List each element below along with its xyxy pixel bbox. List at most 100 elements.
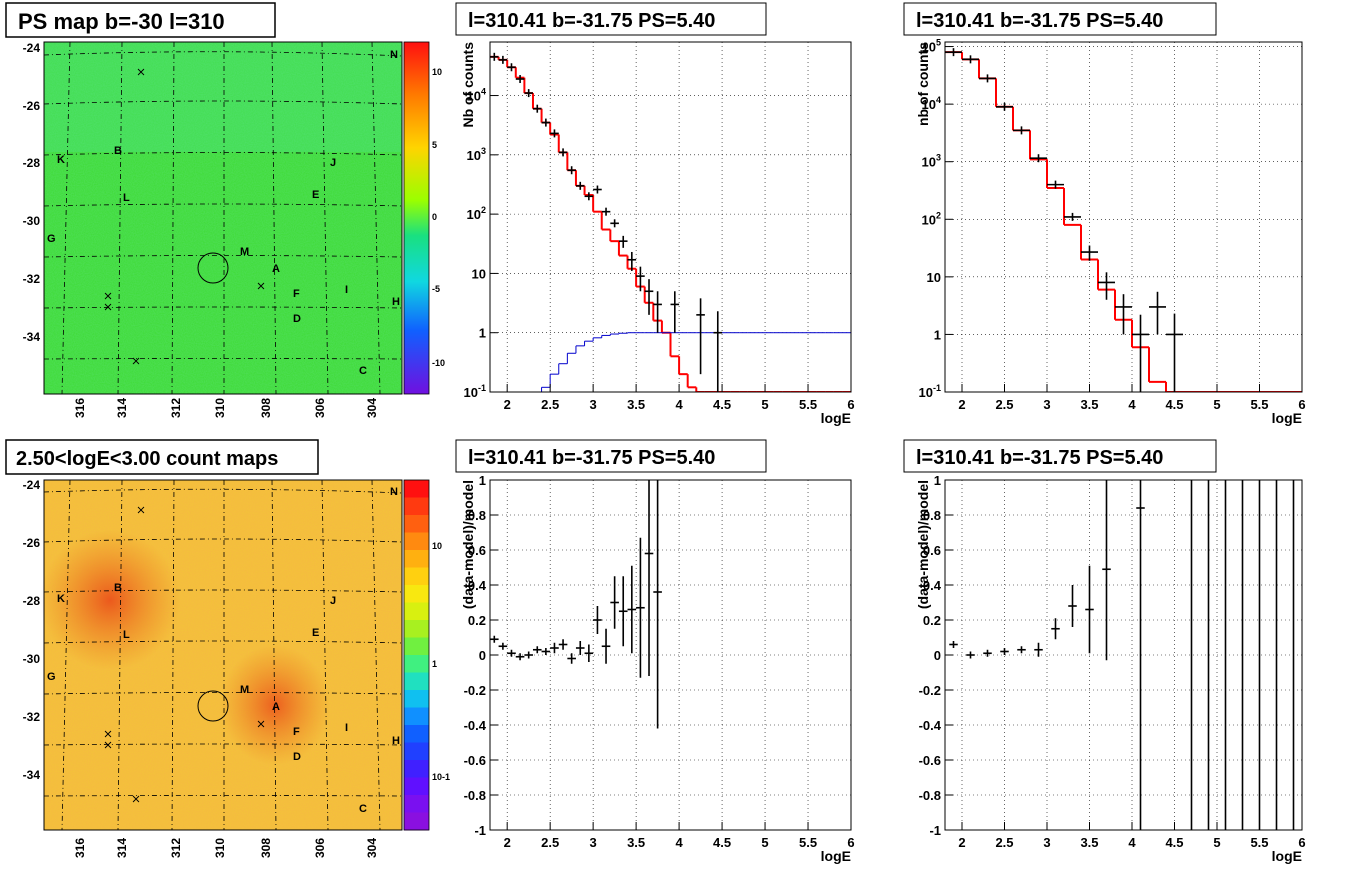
residual-point	[490, 635, 499, 643]
map-y-tick: -26	[23, 99, 41, 113]
data-point	[1166, 313, 1183, 392]
y-axis-label: Nb of counts	[460, 42, 476, 128]
x-tick-label: 3.5	[627, 397, 645, 412]
colorbar-bin	[404, 480, 429, 498]
source-label: I	[345, 284, 348, 296]
count-map-selected-source-circle[interactable]	[197, 690, 229, 722]
y-tick-label: 0.4	[468, 578, 487, 593]
ps-map-noise	[44, 42, 402, 394]
map-y-tick: -28	[23, 594, 41, 608]
ps-map-source-labels: N K B J L E G M A F I H D C	[47, 49, 400, 377]
y-tick-label: 0.2	[923, 613, 941, 628]
source-label: K	[57, 154, 65, 166]
colorbar-bin	[404, 760, 429, 778]
data-point	[1047, 180, 1064, 189]
y-tick-label: 1	[479, 326, 486, 341]
residual-1-title: l=310.41 b=-31.75 PS=5.40	[468, 447, 715, 469]
data-point	[610, 219, 619, 228]
x-tick-label: 4.5	[1165, 397, 1183, 412]
data-point	[490, 52, 499, 61]
map-x-tick: 304	[365, 398, 379, 418]
y-tick-label: -0.2	[464, 683, 486, 698]
colorbar-bin	[404, 585, 429, 603]
y-tick-label: 105	[922, 38, 941, 55]
x-tick-label: 3	[1043, 397, 1050, 412]
ps-colorbar-ticks: 10 5 0 -5 -10	[432, 67, 445, 368]
spectrum-1-title: l=310.41 b=-31.75 PS=5.40	[468, 10, 715, 32]
colorbar-bin	[404, 515, 429, 533]
map-x-tick: 308	[259, 398, 273, 418]
x-tick-label: 4.5	[713, 397, 731, 412]
x-tick-labels: 2 2.5 3 3.5 4 4.5 5 5.5 6	[504, 384, 855, 412]
count-colorbar	[404, 480, 429, 831]
map-x-tick: 312	[169, 398, 183, 418]
y-tick-label: 104	[922, 95, 941, 112]
spectrum-2-title: l=310.41 b=-31.75 PS=5.40	[916, 10, 1163, 32]
count-map-hot-region	[40, 530, 180, 670]
data-point	[515, 75, 525, 84]
colorbar-tick: -5	[432, 284, 440, 294]
residual-point	[1292, 480, 1295, 830]
ps-map-title-box	[5, 2, 276, 38]
count-map-title-box	[5, 439, 319, 475]
data-point	[670, 291, 680, 333]
colorbar-bin	[404, 637, 429, 656]
residual-point	[567, 653, 576, 664]
y-tick-label: 0.2	[468, 613, 486, 628]
data-marks	[490, 52, 851, 392]
residual-point	[515, 653, 525, 661]
residual-point	[610, 576, 619, 629]
map-x-tick: 310	[213, 838, 227, 858]
x-tick-label: 4.5	[713, 835, 731, 850]
source-label: F	[293, 726, 300, 738]
residual-point	[644, 480, 654, 676]
colorbar-bin	[404, 532, 429, 551]
spectrum-1-title-box	[455, 2, 767, 36]
ps-map-cross-markers	[104, 68, 265, 365]
data-point	[541, 118, 551, 127]
x-tick-label: 5	[761, 397, 768, 412]
map-x-tick: 304	[365, 838, 379, 858]
source-label: F	[293, 288, 300, 300]
colorbar-bin	[404, 567, 429, 586]
ps-map-title: PS map b=-30 l=310	[18, 9, 225, 34]
data-point	[644, 279, 654, 315]
x-tick-label: 3	[590, 835, 597, 850]
y-tick-labels: 1 0.8 0.6 0.4 0.2 0 -0.2 -0.4 -0.6 -0.8 -1	[919, 473, 953, 838]
residual-point	[1190, 480, 1193, 830]
map-x-tick: 308	[259, 838, 273, 858]
x-tick-label: 4	[675, 397, 683, 412]
source-label: D	[293, 751, 301, 763]
data-point	[618, 235, 628, 248]
data-marks	[490, 480, 662, 729]
map-y-tick: -34	[23, 330, 41, 344]
colorbar-bin	[404, 777, 429, 796]
x-tick-label: 2	[504, 835, 511, 850]
source-label: B	[114, 145, 122, 157]
y-tick-label: 0	[934, 648, 941, 663]
plot-frame	[944, 41, 1303, 393]
count-map-cross-markers	[104, 506, 265, 803]
source-label: J	[330, 595, 336, 607]
x-tick-label: 2.5	[995, 397, 1013, 412]
x-tick-label: 2.5	[995, 835, 1013, 850]
residual-point	[541, 648, 551, 655]
x-tick-label: 4.5	[1165, 835, 1183, 850]
x-axis-label: logE	[821, 410, 851, 426]
source-label: H	[392, 735, 400, 747]
count-map-y-ticks: -24 -26 -28 -30 -32 -34	[23, 478, 41, 782]
map-y-tick: -30	[23, 214, 41, 228]
residual-point	[498, 642, 508, 650]
y-tick-label: 0.6	[923, 543, 941, 558]
x-tick-labels: 2 2.5 3 3.5 4 4.5 5 5.5 6	[958, 822, 1306, 850]
source-label: D	[293, 313, 301, 325]
residual-point	[1207, 480, 1210, 830]
x-tick-label: 5.5	[799, 835, 817, 850]
data-point	[524, 89, 533, 98]
x-tick-label: 5.5	[799, 397, 817, 412]
data-point	[979, 74, 996, 83]
ps-map-selected-source-circle[interactable]	[197, 252, 229, 284]
map-y-tick: -28	[23, 156, 41, 170]
ps-map-frame	[43, 41, 403, 395]
